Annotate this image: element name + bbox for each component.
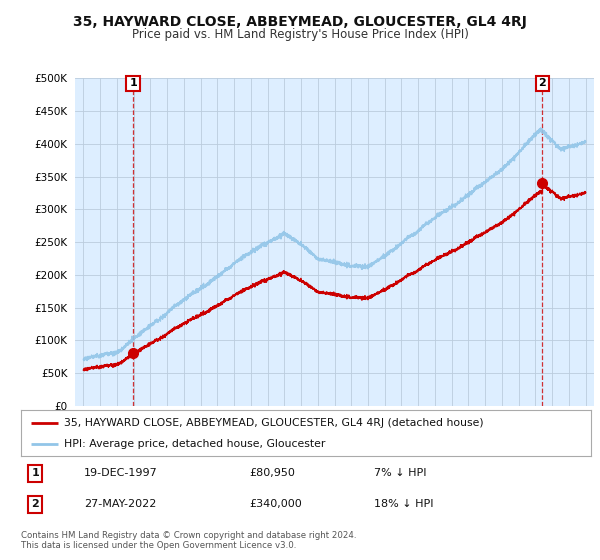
Text: 1: 1 <box>31 468 39 478</box>
Text: HPI: Average price, detached house, Gloucester: HPI: Average price, detached house, Glou… <box>64 439 325 449</box>
Text: 2: 2 <box>31 500 39 509</box>
Text: 27-MAY-2022: 27-MAY-2022 <box>84 500 156 509</box>
Text: 35, HAYWARD CLOSE, ABBEYMEAD, GLOUCESTER, GL4 4RJ: 35, HAYWARD CLOSE, ABBEYMEAD, GLOUCESTER… <box>73 15 527 29</box>
Text: 35, HAYWARD CLOSE, ABBEYMEAD, GLOUCESTER, GL4 4RJ (detached house): 35, HAYWARD CLOSE, ABBEYMEAD, GLOUCESTER… <box>64 418 484 428</box>
Text: Contains HM Land Registry data © Crown copyright and database right 2024.
This d: Contains HM Land Registry data © Crown c… <box>21 531 356 550</box>
Text: £80,950: £80,950 <box>249 468 295 478</box>
Text: 7% ↓ HPI: 7% ↓ HPI <box>374 468 427 478</box>
Text: 19-DEC-1997: 19-DEC-1997 <box>84 468 157 478</box>
Text: 18% ↓ HPI: 18% ↓ HPI <box>374 500 434 509</box>
Text: 1: 1 <box>129 78 137 88</box>
Text: £340,000: £340,000 <box>249 500 302 509</box>
Text: Price paid vs. HM Land Registry's House Price Index (HPI): Price paid vs. HM Land Registry's House … <box>131 28 469 41</box>
Text: 2: 2 <box>539 78 547 88</box>
